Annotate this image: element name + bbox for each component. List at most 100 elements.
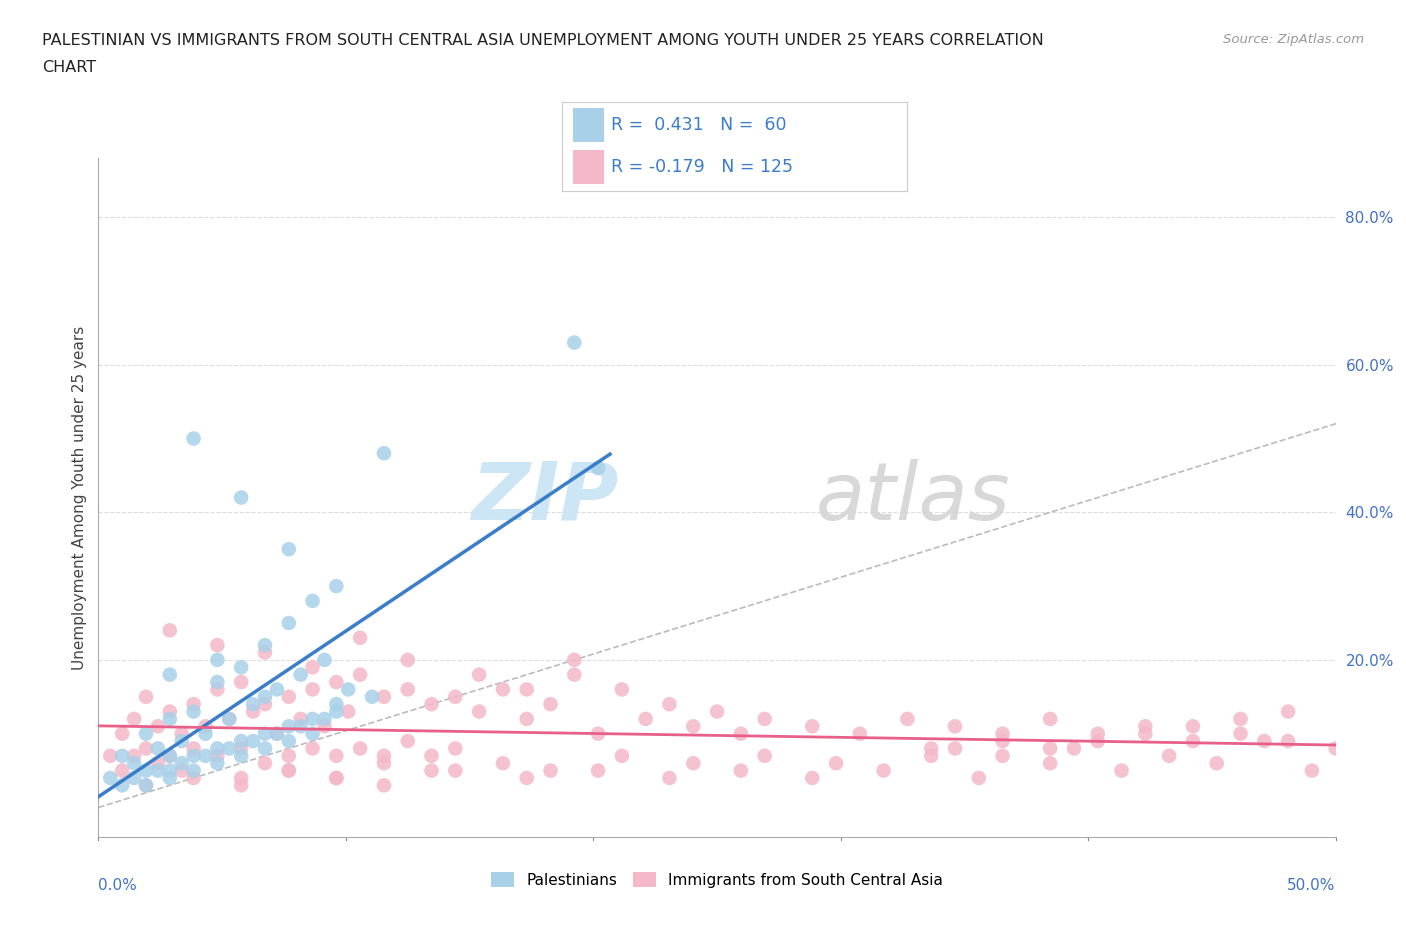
Point	[516, 682, 538, 697]
Point	[1135, 719, 1157, 734]
Point	[325, 771, 347, 786]
Point	[135, 777, 157, 792]
Point	[111, 726, 134, 741]
Point	[991, 734, 1014, 749]
Point	[540, 697, 562, 711]
Point	[325, 578, 347, 593]
Point	[420, 764, 443, 778]
FancyBboxPatch shape	[572, 109, 603, 142]
Point	[301, 682, 323, 697]
Point	[277, 764, 299, 778]
Point	[396, 734, 419, 749]
Point	[349, 741, 371, 756]
Point	[183, 697, 205, 711]
Point	[325, 697, 347, 711]
Point	[183, 741, 205, 756]
Point	[290, 711, 312, 726]
Point	[183, 704, 205, 719]
Point	[135, 741, 157, 756]
Point	[801, 719, 824, 734]
Point	[301, 593, 323, 608]
Point	[825, 756, 848, 771]
Point	[1111, 764, 1133, 778]
Point	[516, 711, 538, 726]
Text: R =  0.431   N =  60: R = 0.431 N = 60	[610, 116, 786, 134]
Point	[231, 674, 253, 689]
Point	[337, 704, 360, 719]
Point	[135, 726, 157, 741]
Point	[135, 689, 157, 704]
Point	[1181, 719, 1204, 734]
Point	[207, 674, 229, 689]
Point	[754, 749, 776, 764]
Point	[277, 719, 299, 734]
Point	[207, 682, 229, 697]
Point	[159, 771, 181, 786]
Point	[159, 667, 181, 682]
Point	[194, 726, 217, 741]
Point	[373, 756, 395, 771]
Point	[444, 764, 467, 778]
Point	[1063, 741, 1085, 756]
Point	[290, 667, 312, 682]
Point	[492, 682, 515, 697]
Point	[146, 741, 169, 756]
Point	[373, 689, 395, 704]
Point	[706, 704, 728, 719]
Point	[373, 777, 395, 792]
Point	[253, 645, 276, 660]
Point	[920, 741, 942, 756]
Point	[730, 764, 752, 778]
Point	[170, 756, 193, 771]
Point	[967, 771, 990, 786]
Point	[586, 460, 609, 475]
Point	[183, 764, 205, 778]
Point	[1039, 756, 1062, 771]
FancyBboxPatch shape	[572, 150, 603, 183]
Y-axis label: Unemployment Among Youth under 25 years: Unemployment Among Youth under 25 years	[72, 326, 87, 670]
Point	[586, 726, 609, 741]
Point	[658, 697, 681, 711]
Point	[98, 771, 121, 786]
Point	[314, 653, 336, 668]
Point	[207, 653, 229, 668]
Point	[290, 719, 312, 734]
Point	[253, 638, 276, 653]
Point	[1229, 726, 1251, 741]
Point	[277, 749, 299, 764]
Point	[468, 704, 491, 719]
Point	[277, 689, 299, 704]
Point	[586, 764, 609, 778]
Point	[658, 771, 681, 786]
Point	[146, 719, 169, 734]
Point	[801, 771, 824, 786]
Point	[1253, 734, 1275, 749]
Point	[562, 653, 585, 668]
Point	[183, 771, 205, 786]
Point	[242, 734, 264, 749]
Point	[420, 749, 443, 764]
Point	[314, 719, 336, 734]
Point	[170, 726, 193, 741]
Point	[361, 689, 384, 704]
Point	[159, 623, 181, 638]
Point	[146, 764, 169, 778]
Point	[207, 741, 229, 756]
Point	[730, 726, 752, 741]
Point	[444, 689, 467, 704]
Point	[540, 764, 562, 778]
Point	[207, 638, 229, 653]
Point	[231, 749, 253, 764]
Point	[277, 542, 299, 557]
Point	[872, 764, 894, 778]
Point	[218, 711, 240, 726]
Point	[111, 777, 134, 792]
Point	[492, 756, 515, 771]
Point	[991, 749, 1014, 764]
Point	[111, 764, 134, 778]
Text: ZIP: ZIP	[471, 458, 619, 537]
Point	[373, 445, 395, 460]
Point	[325, 704, 347, 719]
Point	[122, 749, 145, 764]
Point	[1324, 741, 1347, 756]
